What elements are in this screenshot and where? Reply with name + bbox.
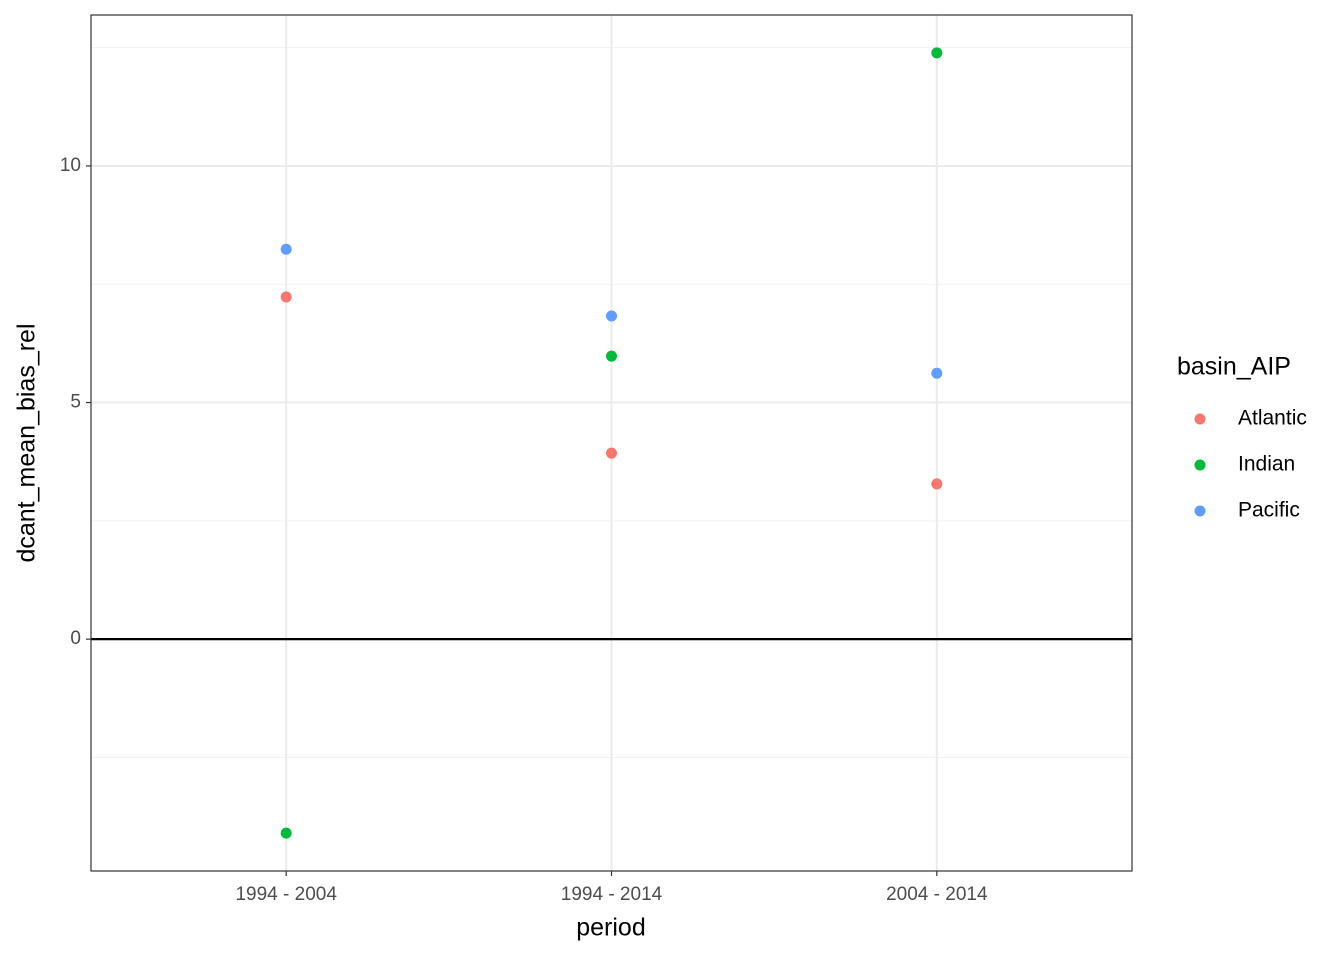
legend-label: Pacific [1238, 499, 1300, 522]
legend-title: basin_AIP [1177, 353, 1291, 381]
y-tick-label: 0 [70, 628, 81, 649]
y-tick-label: 10 [60, 155, 81, 176]
legend-label: Indian [1238, 453, 1295, 476]
point [931, 47, 943, 59]
point [606, 447, 617, 459]
legend-label: Atlantic [1238, 407, 1307, 430]
point [931, 478, 943, 490]
x-tick-label: 2004 - 2014 [886, 884, 988, 905]
point [280, 827, 292, 839]
point [606, 310, 617, 322]
legend-swatch [1194, 413, 1206, 425]
legend-swatch [1194, 459, 1206, 471]
point [280, 243, 292, 255]
point [280, 291, 292, 303]
panel-border [90, 14, 1133, 872]
y-axis-title: dcant_mean_bias_rel [13, 323, 41, 562]
point [606, 350, 617, 362]
y-tick-label: 5 [70, 392, 81, 413]
x-tick-label: 1994 - 2004 [235, 884, 337, 905]
point [931, 367, 943, 379]
x-tick-label: 1994 - 2014 [561, 884, 663, 905]
x-axis-title: period [576, 914, 646, 942]
legend-swatch [1194, 505, 1206, 517]
